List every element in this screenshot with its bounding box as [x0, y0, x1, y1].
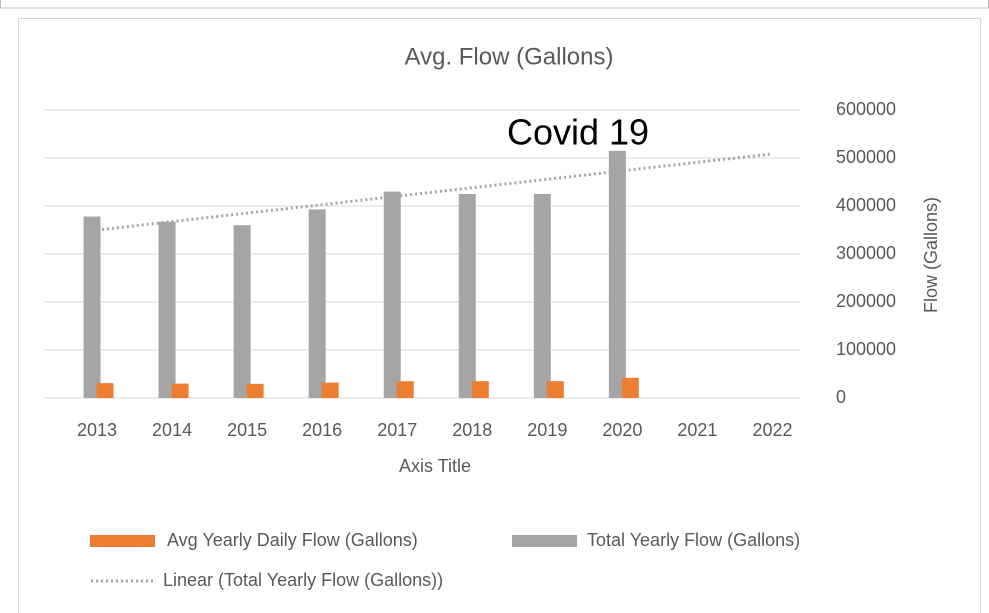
- legend-label: Linear (Total Yearly Flow (Gallons)): [163, 570, 443, 590]
- x-tick-label: 2016: [302, 420, 342, 440]
- x-tick-label: 2014: [152, 420, 192, 440]
- bar: [621, 377, 639, 398]
- bar: [83, 216, 101, 398]
- x-tick-label: 2013: [77, 420, 117, 440]
- y-tick-label: 600000: [836, 99, 896, 119]
- top-frame: [0, 0, 989, 9]
- bar: [396, 381, 414, 398]
- x-tick-label: 2018: [452, 420, 492, 440]
- legend-label: Avg Yearly Daily Flow (Gallons): [167, 530, 418, 550]
- legend-label: Total Yearly Flow (Gallons): [587, 530, 800, 550]
- bar: [233, 225, 251, 398]
- x-tick-label: 2017: [377, 420, 417, 440]
- chart-area: [18, 18, 981, 613]
- bar: [608, 150, 626, 398]
- y-tick-label: 400000: [836, 195, 896, 215]
- x-tick-label: 2022: [752, 420, 792, 440]
- bar: [383, 191, 401, 398]
- bar: [533, 194, 551, 398]
- legend-swatch: [90, 535, 155, 547]
- y-axis-title: Flow (Gallons): [921, 197, 941, 313]
- bar: [308, 209, 326, 398]
- y-tick-label: 200000: [836, 291, 896, 311]
- x-axis-title: Axis Title: [399, 456, 471, 476]
- x-tick-label: 2019: [527, 420, 567, 440]
- bar: [158, 221, 176, 398]
- bar: [458, 194, 476, 398]
- bar: [171, 383, 189, 398]
- x-tick-label: 2020: [602, 420, 642, 440]
- y-tick-label: 500000: [836, 147, 896, 167]
- bar: [471, 381, 489, 398]
- bar: [246, 383, 264, 398]
- annotation: Covid 19: [507, 112, 649, 153]
- y-tick-label: 0: [836, 387, 846, 407]
- bar: [546, 381, 564, 398]
- y-tick-label: 100000: [836, 339, 896, 359]
- y-tick-label: 300000: [836, 243, 896, 263]
- bar: [96, 383, 114, 398]
- x-tick-label: 2021: [677, 420, 717, 440]
- bar: [321, 382, 339, 398]
- x-tick-label: 2015: [227, 420, 267, 440]
- trendline: [96, 152, 773, 232]
- legend-swatch: [512, 535, 577, 547]
- chart-title: Avg. Flow (Gallons): [405, 43, 614, 70]
